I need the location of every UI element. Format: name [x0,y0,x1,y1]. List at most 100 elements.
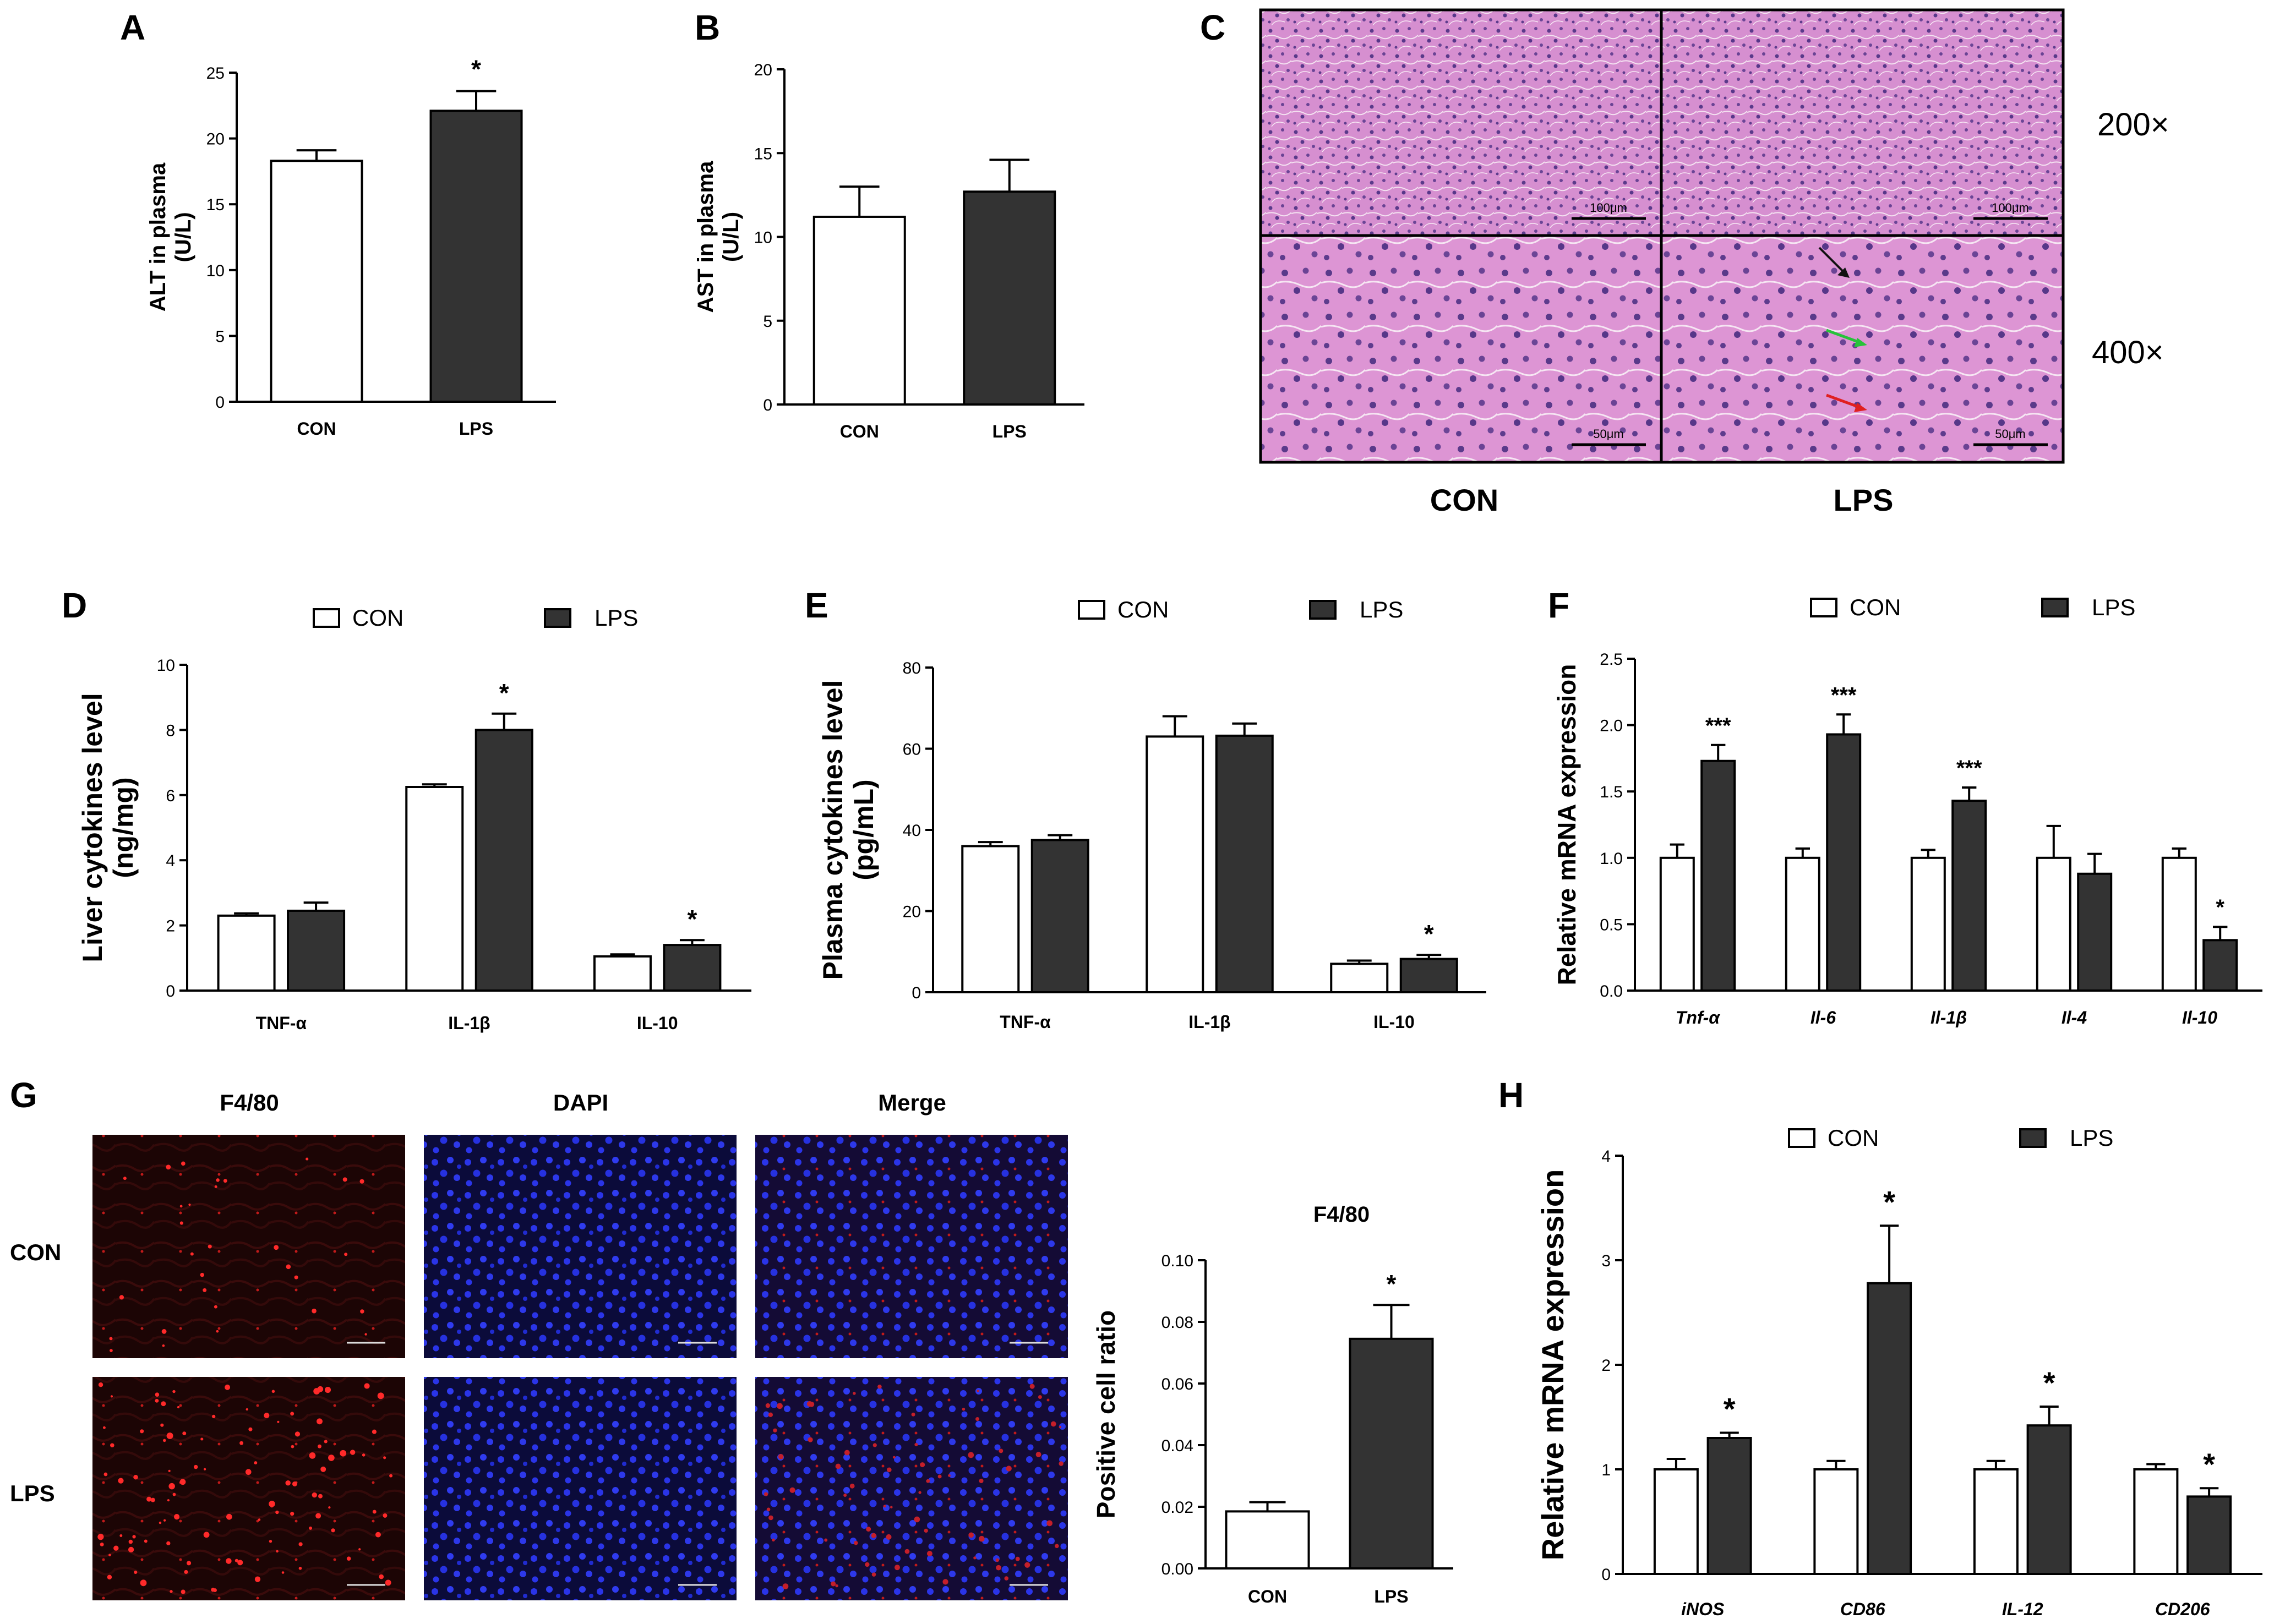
green-arrowhead [1854,338,1867,347]
bar-lps [1349,1337,1434,1570]
x-category-label: IL-12 [2002,1599,2043,1619]
positive-cell [1055,1544,1059,1549]
positive-cell [968,1532,974,1538]
y-axis-unit: (ng/mg) [108,777,139,878]
positive-cell [385,1579,391,1586]
positive-cell [133,1474,138,1480]
positive-cell [328,1455,335,1461]
x-category-label: Il-10 [2182,1008,2217,1027]
chart-liver-cytokines: 0 2 4 6 8 10 Liver cytokines level (ng/mg) TNF-α… [77,605,751,1033]
positive-cell [163,1519,166,1522]
bar-con [1785,856,1820,992]
chart-title: F4/80 [1313,1202,1370,1227]
positive-cell [350,1450,356,1455]
x-category-label: Il-1β [1930,1008,1967,1027]
legend-label-lps: LPS [1360,597,1403,622]
positive-cell [306,1157,309,1161]
significance-mark: * [687,905,697,933]
positive-cell [155,1392,160,1397]
positive-cell [768,1515,773,1521]
positive-cell [808,1437,813,1442]
fluor-con-dapi [424,1135,737,1358]
positive-cell [312,1308,317,1314]
positive-cell [161,1401,166,1407]
positive-cell [128,1539,133,1544]
bar-lps [1867,1282,1912,1576]
chart-alt-plasma: 0 5 10 15 20 25 ALT in plasma (U/L) CON * LPS [146,54,556,439]
positive-cell [254,1576,261,1582]
f480-positive-cells-lps [97,1382,393,1594]
positive-cell [225,1384,231,1390]
significance-mark: * [471,54,481,83]
positive-cell [140,1579,147,1587]
positive-cell [212,1414,216,1419]
positive-cell [245,1469,252,1475]
legend-label-con: CON [1850,594,1901,620]
positive-cell [886,1467,892,1473]
scale-bar-label: 50μm [1995,427,2025,441]
black-arrow [1818,247,1845,274]
bar-lps [1951,800,1987,992]
positive-cell [831,1581,836,1587]
y-tick-label: 0.02 [1161,1499,1193,1517]
y-axis-unit: (U/L) [171,212,195,262]
positive-cell [181,1589,186,1594]
positive-cell [937,1474,942,1479]
y-axis-unit: (U/L) [719,212,743,262]
y-tick-label: 80 [903,659,921,677]
positive-cell [389,1474,393,1478]
positive-cell [977,1390,979,1392]
positive-cell [290,1512,295,1516]
y-axis-label: Relative mRNA expression [1535,1169,1570,1561]
legend-swatch-con [1078,600,1105,620]
y-tick-label: 0.06 [1161,1375,1193,1393]
positive-cell [110,1395,113,1398]
positive-cell [276,1550,279,1553]
positive-cell [877,1384,882,1389]
positive-cell [328,1506,331,1509]
bar-lps [1700,759,1736,992]
panel-letter-d: D [62,586,87,625]
x-category-label: Il-6 [1810,1008,1836,1027]
micrograph-con-200x [1259,8,1663,237]
positive-cell [286,1264,291,1270]
y-tick-label: 1.0 [1600,850,1623,868]
legend-label-con: CON [352,605,403,631]
scale-bar-label: 100μm [1590,201,1627,215]
positive-cell [383,1456,386,1459]
x-category-label: TNF-α [256,1013,307,1033]
positive-cell [208,1244,212,1249]
positive-cell [166,1541,171,1546]
positive-cell [188,1203,191,1206]
positive-cell [789,1487,795,1493]
merge-positive-cells-lps [764,1384,1064,1589]
micrograph-col-lps: LPS [1834,483,1894,517]
positive-cell [239,1441,244,1445]
y-tick-label: 2 [166,917,175,936]
positive-cell [926,1479,930,1483]
panel-letter-a: A [120,8,145,47]
positive-cell [298,1542,303,1546]
legend-swatch-lps [1309,600,1337,620]
positive-cell [1038,1395,1042,1399]
positive-cell [835,1584,838,1588]
positive-cell [177,1406,180,1409]
positive-cell [962,1407,966,1411]
positive-cell [914,1442,918,1447]
positive-cell [866,1527,871,1532]
positive-cell [167,1499,170,1502]
significance-mark: * [2203,1447,2215,1481]
positive-cell [1006,1466,1012,1472]
positive-cell [181,1161,186,1166]
positive-cell [362,1453,366,1457]
positive-cell [150,1497,155,1502]
positive-cell [168,1469,171,1472]
bar-con [2036,856,2071,992]
y-tick-label: 15 [754,145,772,163]
positive-cell [161,1329,167,1334]
positive-cell [782,1583,789,1589]
positive-cell [926,1551,932,1557]
x-category-label: IL-1β [448,1013,490,1033]
positive-cell [766,1507,771,1512]
panel-letter-e: E [805,586,828,625]
